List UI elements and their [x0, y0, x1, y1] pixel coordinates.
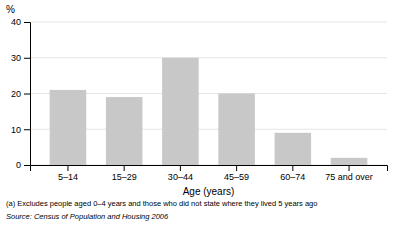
x-tick-label: 15–29 [112, 172, 137, 182]
y-tick: 40 [11, 17, 30, 27]
x-tick-mark [236, 165, 237, 171]
x-tick: 45–59 [224, 165, 249, 182]
x-tick-mark [180, 165, 181, 171]
y-axis-line [24, 23, 31, 166]
x-axis: 5–14 15–29 30–44 45–59 60–74 75 and over [31, 165, 388, 182]
grid-line [30, 22, 387, 23]
y-tick-label: 40 [11, 17, 21, 27]
y-tick-label: 30 [11, 53, 21, 63]
grid [30, 22, 387, 165]
y-axis: 0 10 20 30 40 [11, 17, 31, 170]
bar [331, 158, 368, 165]
x-tick: 75 and over [325, 165, 373, 182]
bar [275, 133, 312, 165]
y-tick: 20 [11, 89, 30, 99]
annotation: (a) Excludes people aged 0–4 years and t… [6, 199, 317, 208]
x-tick-mark [349, 165, 350, 171]
x-axis-line [31, 166, 388, 172]
x-tick: 30–44 [168, 165, 193, 182]
bar [106, 97, 143, 165]
x-tick: 5–14 [58, 165, 78, 182]
y-tick: 30 [11, 53, 30, 63]
bar [162, 58, 199, 165]
y-tick-mark [24, 129, 30, 130]
x-tick-label: 75 and over [325, 172, 373, 182]
annotation: Source: Census of Population and Housing… [6, 212, 169, 221]
y-tick-mark [24, 94, 30, 95]
y-tick-mark [24, 165, 30, 166]
y-tick-label: 0 [16, 160, 21, 170]
y-tick-mark [24, 22, 30, 23]
y-tick-label: 20 [11, 89, 21, 99]
chart-svg: 5–14 15–29 30–44 45–59 60–74 75 and over 0 10 20… [0, 0, 397, 227]
x-tick: 60–74 [280, 165, 305, 182]
x-tick: 15–29 [112, 165, 137, 182]
x-tick-mark [292, 165, 293, 171]
y-tick: 10 [11, 125, 30, 135]
bar [218, 94, 255, 166]
x-tick-mark [124, 165, 125, 171]
plot-area: 5–14 15–29 30–44 45–59 60–74 75 and over 0 10 20… [11, 17, 388, 182]
x-tick-label: 5–14 [58, 172, 78, 182]
y-tick-label: 10 [11, 125, 21, 135]
x-axis-label: Age (years) [183, 186, 235, 197]
grid-line [30, 57, 387, 58]
y-tick: 0 [16, 160, 30, 170]
x-tick-mark [67, 165, 68, 171]
bars [50, 58, 368, 165]
y-axis-label: % [6, 4, 15, 15]
x-tick-label: 60–74 [280, 172, 305, 182]
x-tick-label: 45–59 [224, 172, 249, 182]
y-tick-mark [24, 58, 30, 59]
bar [50, 90, 87, 165]
x-tick-label: 30–44 [168, 172, 193, 182]
